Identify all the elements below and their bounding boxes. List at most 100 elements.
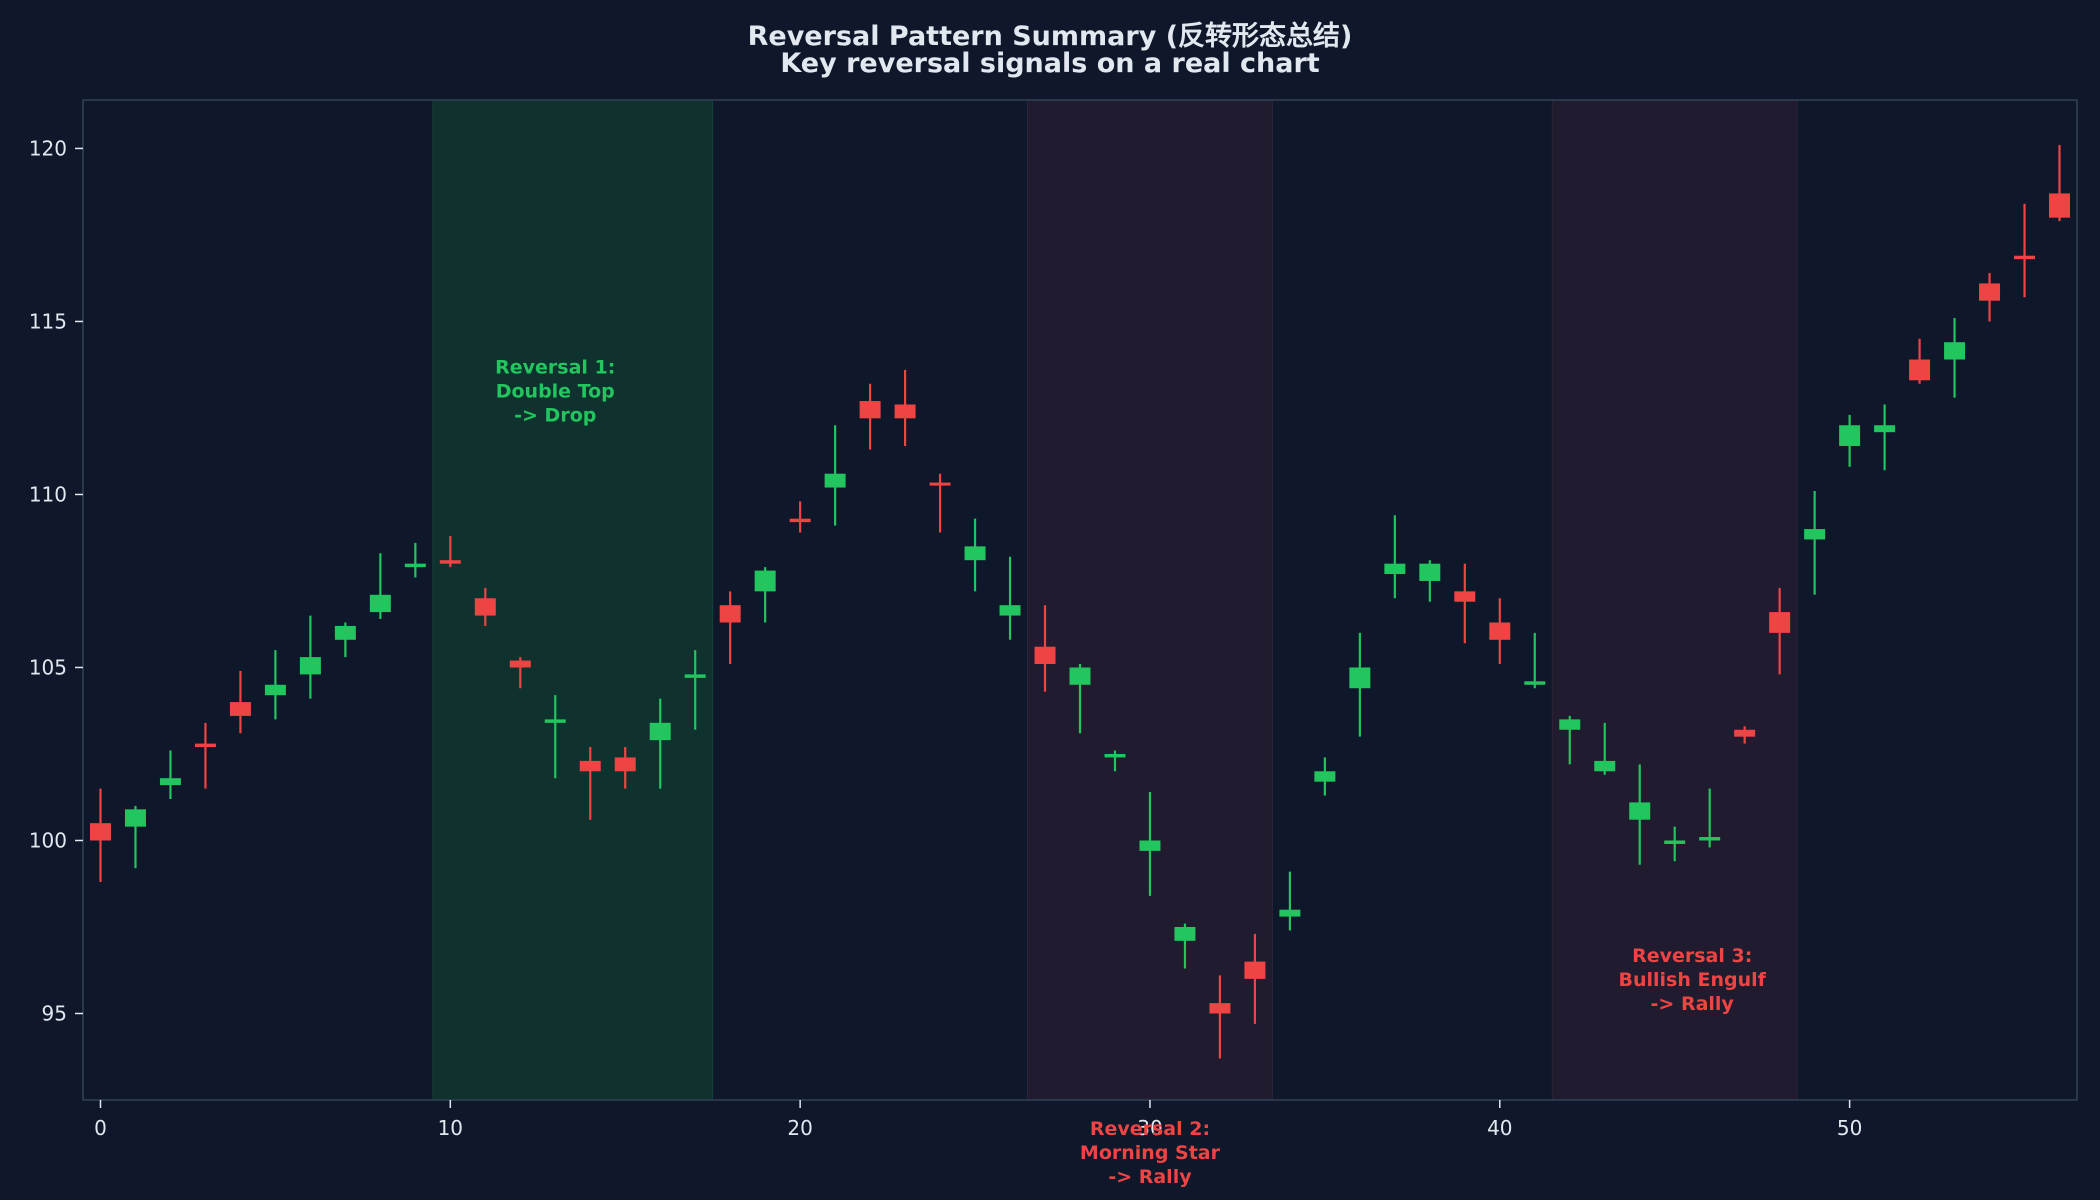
candle-15 (614, 747, 636, 789)
candle-39 (1454, 563, 1476, 644)
y-tick-label: 100 (29, 828, 67, 852)
candle-20 (789, 501, 811, 533)
candle-31 (1174, 923, 1196, 969)
candle-body (194, 743, 216, 748)
candle-17 (684, 650, 706, 730)
candle-14 (579, 747, 601, 820)
candle-body (1489, 622, 1511, 640)
candle-10 (439, 535, 461, 568)
candle-38 (1419, 560, 1441, 602)
candle-54 (1979, 273, 2001, 322)
candle-11 (474, 587, 496, 626)
candle-body (159, 778, 181, 786)
candle-body (1664, 840, 1686, 844)
candle-18 (719, 591, 741, 665)
candle-4 (229, 670, 251, 734)
y-tick-label: 115 (29, 309, 67, 333)
candle-body (1804, 529, 1826, 540)
candle-body (789, 518, 811, 523)
candle-body (1594, 760, 1616, 772)
candles (89, 144, 2071, 1059)
chart-title: Reversal Pattern Summary (反转形态总结) (747, 21, 1353, 52)
candle-body (1839, 425, 1861, 447)
candle-body (404, 563, 426, 568)
candle-body (649, 722, 671, 741)
candle-7 (334, 622, 356, 658)
x-tick-label: 20 (787, 1116, 812, 1140)
x-axis: 0 10 20 30 40 50 (94, 1100, 1862, 1140)
candle-22 (859, 383, 881, 450)
pattern-zone-3 (1551, 99, 1798, 1101)
candle-body (1944, 342, 1966, 360)
candle-body (614, 757, 636, 772)
candle-body (684, 674, 706, 678)
candle-55 (2014, 203, 2036, 298)
x-tick-label: 10 (438, 1116, 463, 1140)
candle-body (1139, 840, 1161, 851)
candle-8 (369, 553, 391, 620)
candle-body (1314, 771, 1336, 782)
candle-body (474, 598, 496, 616)
y-axis: 95 100 105 110 115 120 (29, 136, 83, 1025)
y-tick-label: 110 (29, 482, 67, 506)
candle-body (1244, 961, 1266, 979)
candle-46 (1699, 788, 1721, 848)
candle-19 (754, 567, 776, 623)
candle-53 (1944, 317, 1966, 398)
candle-23 (894, 369, 916, 447)
candle-body (1209, 1003, 1231, 1014)
candle-3 (194, 722, 216, 789)
candle-body (1174, 926, 1196, 941)
candle-body (859, 401, 881, 419)
candle-52 (1909, 338, 1931, 384)
candle-48 (1769, 587, 1791, 675)
candle-2 (159, 750, 181, 799)
plot-area (82, 99, 2078, 1101)
candle-body (1874, 425, 1896, 433)
candle-50 (1839, 414, 1861, 467)
candle-13 (544, 695, 566, 779)
candle-body (544, 719, 566, 723)
candle-45 (1664, 826, 1686, 862)
annotation-3: Reversal 3: Bullish Engulf -> Rally (1618, 945, 1766, 1015)
y-tick-label: 105 (29, 655, 67, 679)
candle-21 (824, 425, 846, 526)
candle-body (1629, 802, 1651, 820)
candle-body (824, 473, 846, 488)
candle-26 (999, 556, 1021, 640)
candle-body (2014, 255, 2036, 260)
candle-body (929, 482, 951, 486)
candle-body (1384, 563, 1406, 575)
candle-37 (1384, 515, 1406, 599)
candle-30 (1139, 792, 1161, 896)
candle-9 (404, 542, 426, 578)
candle-body (999, 605, 1021, 616)
candle-body (579, 760, 601, 772)
candle-27 (1034, 605, 1056, 692)
candle-body (1734, 729, 1756, 737)
pattern-zone-2 (1027, 99, 1273, 1101)
candle-35 (1314, 757, 1336, 796)
candle-body (1419, 563, 1441, 581)
candle-body (719, 605, 741, 623)
candle-body (1279, 909, 1301, 917)
candle-body (1909, 359, 1931, 381)
candle-body (1769, 612, 1791, 633)
candle-24 (929, 473, 951, 533)
annotation-2: Reversal 2: Morning Star -> Rally (1080, 1118, 1221, 1188)
candle-body (89, 823, 111, 841)
candle-51 (1874, 404, 1896, 471)
y-tick-label: 95 (42, 1001, 67, 1025)
candle-16 (649, 698, 671, 789)
candle-43 (1594, 722, 1616, 775)
candle-body (1524, 681, 1546, 685)
candle-body (264, 684, 286, 696)
candle-body (1069, 667, 1091, 685)
candle-body (439, 560, 461, 564)
candle-body (2049, 193, 2071, 218)
candle-body (1454, 591, 1476, 602)
candle-body (229, 702, 251, 716)
candle-body (299, 657, 321, 675)
candle-33 (1244, 933, 1266, 1024)
